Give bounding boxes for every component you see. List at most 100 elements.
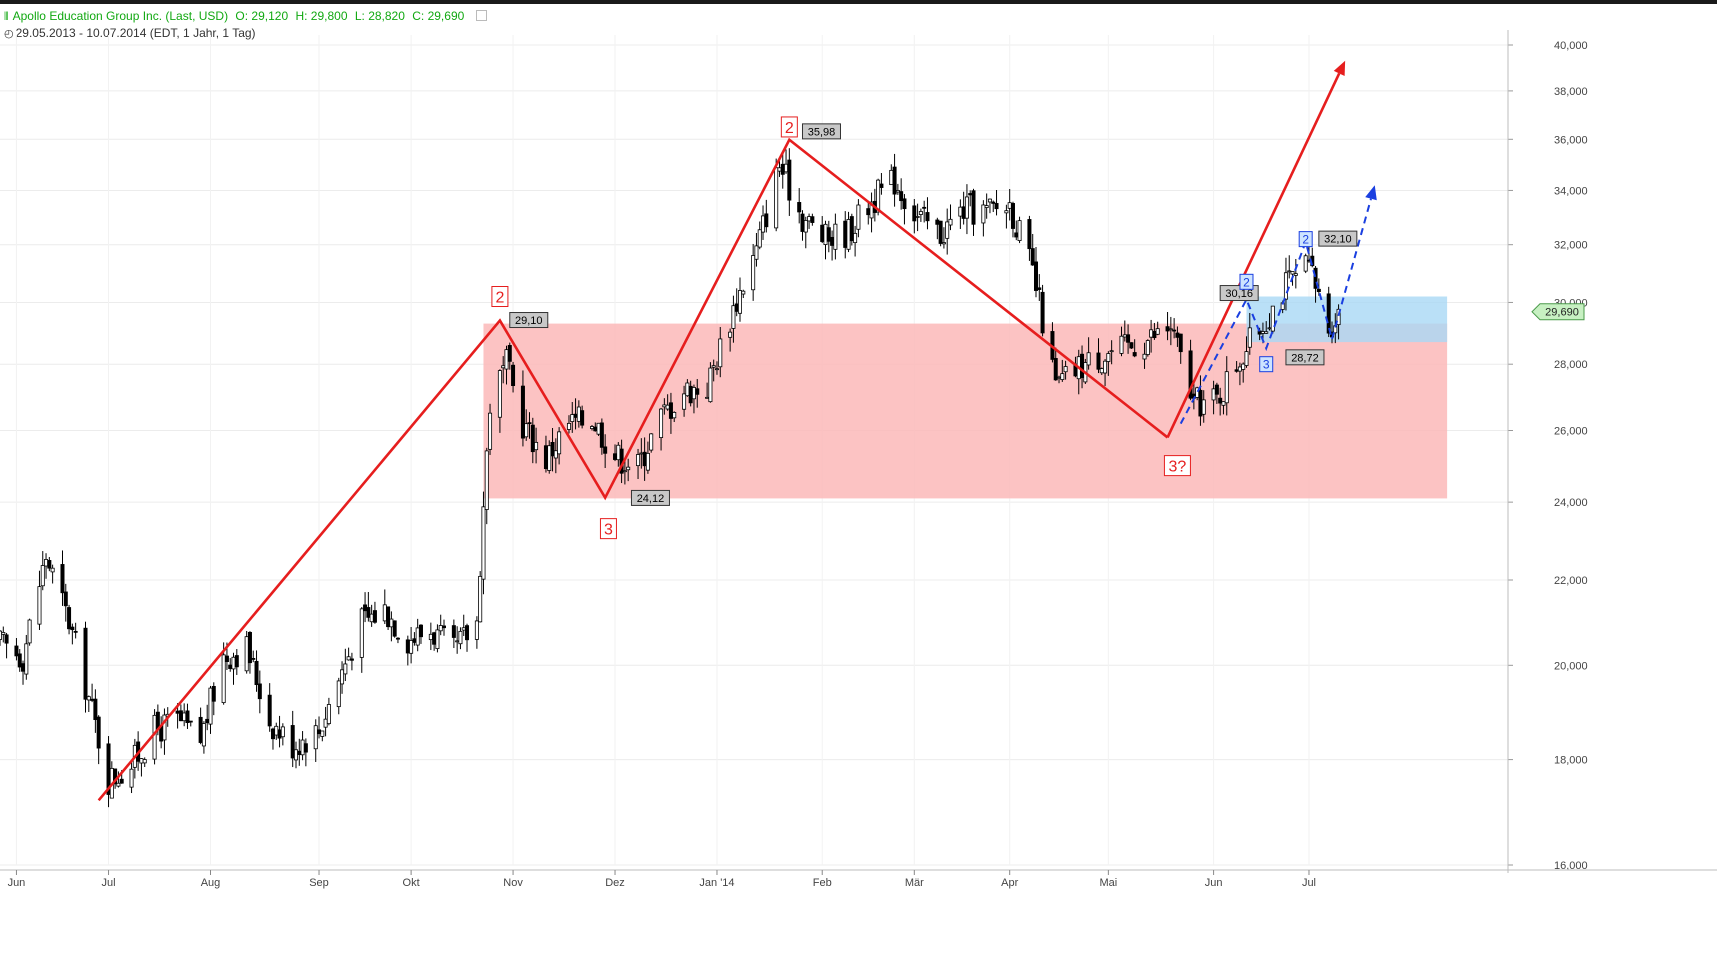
- candle: [1283, 257, 1288, 311]
- wave-label-box: [780, 116, 798, 138]
- candle: [1086, 337, 1091, 370]
- candle: [1313, 266, 1318, 303]
- close-value: C: 29,690: [412, 9, 465, 23]
- candle: [37, 570, 42, 630]
- candle-body: [405, 639, 410, 654]
- candle-body: [488, 412, 493, 450]
- candle-body: [682, 393, 687, 410]
- candle-body: [520, 385, 525, 439]
- candle-body: [323, 718, 328, 728]
- candle-body: [116, 782, 121, 787]
- candle-body: [1283, 272, 1288, 300]
- candle-body: [1293, 273, 1298, 276]
- candle-body: [751, 255, 756, 291]
- candle-body: [1211, 388, 1216, 401]
- candle: [682, 385, 687, 417]
- candle: [488, 403, 493, 455]
- candle: [461, 614, 466, 636]
- y-tick-label: 38,000: [1554, 86, 1588, 98]
- x-tick-label: Mai: [1099, 877, 1117, 889]
- candle-body: [185, 710, 190, 724]
- candle-body: [797, 202, 802, 213]
- candle-body: [1129, 342, 1134, 349]
- candle: [340, 661, 345, 694]
- candle-body: [37, 586, 42, 625]
- candle-body: [455, 640, 460, 643]
- candle-body: [777, 167, 782, 172]
- candle-body: [1287, 270, 1292, 273]
- candle-body: [1336, 308, 1341, 326]
- candle: [807, 213, 812, 229]
- candle-body: [270, 728, 275, 740]
- candle-body: [1244, 351, 1249, 366]
- candle: [833, 213, 838, 260]
- candle-body: [1099, 368, 1104, 374]
- candle: [234, 649, 239, 675]
- candle-body: [705, 396, 710, 399]
- candle: [912, 198, 917, 234]
- candle: [1155, 321, 1160, 336]
- candle-body: [234, 655, 239, 668]
- candle: [971, 188, 976, 236]
- candle-body: [412, 638, 417, 643]
- candle-body: [366, 607, 371, 618]
- candle-body: [231, 656, 236, 670]
- candle-body: [113, 768, 118, 785]
- candle-body: [738, 290, 743, 314]
- candle: [1214, 382, 1219, 404]
- candle-body: [1034, 261, 1039, 291]
- candle-body: [984, 205, 989, 208]
- candle-body: [501, 365, 506, 369]
- candle-body: [313, 725, 318, 750]
- settings-box-icon[interactable]: [475, 10, 487, 21]
- candle-body: [1037, 287, 1042, 290]
- blue-arrow: [1331, 185, 1377, 340]
- candle-body: [432, 632, 437, 645]
- candle-body: [1057, 376, 1062, 379]
- candle-body: [415, 627, 420, 646]
- candle: [185, 703, 190, 729]
- candle-body: [277, 729, 282, 739]
- candle-body: [649, 433, 654, 451]
- candle: [761, 205, 766, 240]
- candle-body: [1122, 334, 1127, 338]
- candle-body: [971, 190, 976, 225]
- candle: [1010, 201, 1015, 238]
- candle-body: [550, 441, 555, 457]
- candle-body: [162, 714, 167, 741]
- candle: [659, 407, 664, 451]
- candle: [918, 208, 923, 222]
- candle: [984, 193, 989, 219]
- candle: [856, 199, 861, 238]
- candle-body: [139, 758, 144, 764]
- candle: [1244, 336, 1249, 368]
- price-label-box: [801, 123, 841, 140]
- candle-body: [823, 223, 828, 245]
- candle: [961, 191, 966, 225]
- candle: [580, 405, 585, 429]
- candle-body: [1218, 397, 1223, 404]
- candle: [432, 631, 437, 651]
- candles: [0, 148, 1341, 808]
- candle: [1168, 316, 1173, 346]
- x-tick-label: Dez: [605, 877, 625, 889]
- candle-body: [892, 166, 897, 195]
- candle-body: [14, 645, 19, 657]
- candle-body: [915, 216, 920, 218]
- candle-body: [478, 575, 483, 623]
- y-tick-label: 40,000: [1554, 40, 1588, 52]
- candle: [300, 731, 305, 761]
- candle-body: [257, 683, 262, 700]
- candle: [1224, 356, 1229, 416]
- candle: [343, 648, 348, 681]
- candle: [741, 289, 746, 299]
- candle: [478, 571, 483, 623]
- candle: [129, 762, 134, 794]
- y-tick-label: 32,000: [1554, 240, 1588, 252]
- candle: [626, 458, 631, 482]
- candle-body: [849, 216, 854, 242]
- candle: [290, 710, 295, 768]
- candle-body: [382, 604, 387, 622]
- candle-body: [152, 714, 157, 760]
